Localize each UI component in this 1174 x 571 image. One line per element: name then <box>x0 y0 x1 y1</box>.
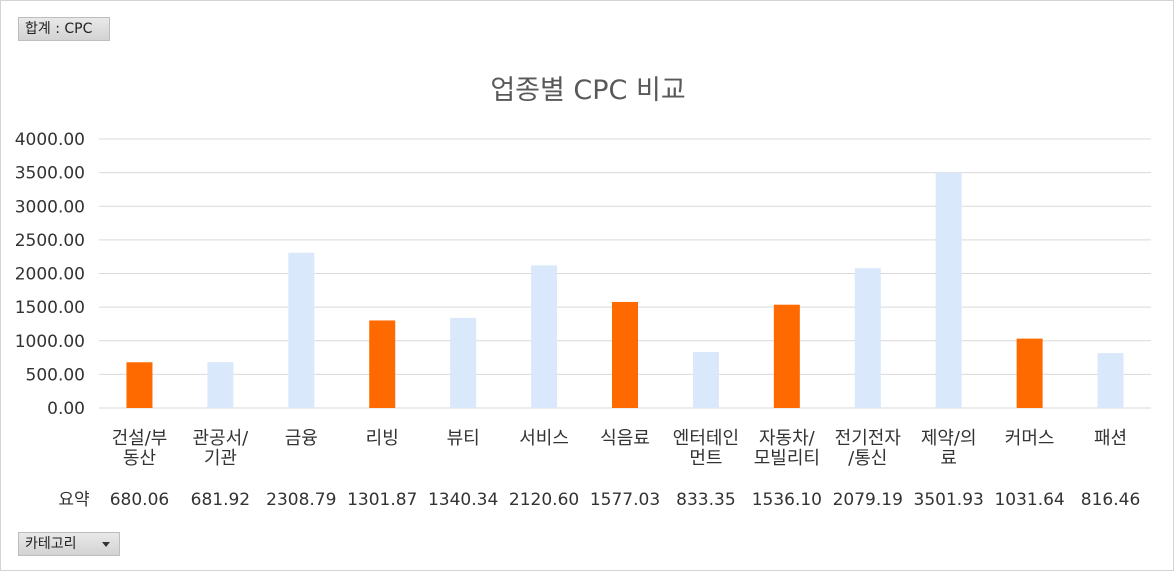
summary-value: 1301.87 <box>347 490 417 510</box>
summary-value: 833.35 <box>676 490 735 510</box>
summary-values: 680.06 681.92 2308.79 1301.87 1340.34 2120.60… <box>110 490 1141 510</box>
summary-value: 1577.03 <box>590 490 660 510</box>
x-tick-label: 건설/부 <box>112 428 168 449</box>
y-tick-label: 4000.00 <box>15 130 85 150</box>
x-tick-label: 금융 <box>285 428 318 449</box>
gridlines <box>99 138 1151 409</box>
x-tick-label: 패션 <box>1094 428 1127 449</box>
x-tick-label: 먼트 <box>689 448 722 469</box>
bar[interactable] <box>1016 338 1043 408</box>
summary-row-label: 요약 <box>58 490 89 510</box>
bar[interactable] <box>935 172 962 408</box>
x-tick-label: 모빌리티 <box>754 448 820 469</box>
bar[interactable] <box>773 304 800 408</box>
dropdown-arrow-icon[interactable] <box>102 542 110 547</box>
summary-value: 816.46 <box>1081 490 1140 510</box>
category-field-button[interactable]: 카테고리 <box>18 532 120 556</box>
summary-value: 2308.79 <box>266 490 336 510</box>
bar[interactable] <box>1097 353 1124 408</box>
bar[interactable] <box>854 268 881 408</box>
x-tick-label: 관공서/ <box>193 428 250 449</box>
x-tick-label: 제약/의 <box>921 428 977 449</box>
bar[interactable] <box>126 362 153 408</box>
y-tick-label: 1500.00 <box>15 298 85 318</box>
summary-value: 2120.60 <box>509 490 579 510</box>
summary-value: 3501.93 <box>914 490 984 510</box>
bar[interactable] <box>531 265 558 408</box>
y-tick-label: 2500.00 <box>15 231 85 251</box>
bar[interactable] <box>450 317 477 408</box>
filter-field-button[interactable]: 합계 : CPC <box>18 17 110 41</box>
summary-value: 680.06 <box>110 490 169 510</box>
summary-value: 1031.64 <box>994 490 1064 510</box>
y-tick-label: 0.00 <box>47 399 85 419</box>
y-axis-tick-labels: 0.00 500.00 1000.00 1500.00 2000.00 2500.00 30… <box>15 130 85 419</box>
x-tick-label: 동산 <box>123 448 156 469</box>
x-tick-label: 뷰티 <box>447 428 480 449</box>
y-tick-label: 500.00 <box>26 365 85 385</box>
x-tick-label: 식음료 <box>600 428 650 449</box>
bar[interactable] <box>692 351 719 408</box>
x-tick-label: 기관 <box>204 448 237 469</box>
bar[interactable] <box>288 252 315 408</box>
category-field-label: 카테고리 <box>25 536 77 552</box>
bar[interactable] <box>612 301 638 408</box>
chart-title: 업종별 CPC 비교 <box>490 75 685 106</box>
y-tick-label: 1000.00 <box>15 332 85 352</box>
summary-value: 2079.19 <box>833 490 903 510</box>
x-tick-label: 엔터테인 <box>673 428 739 449</box>
x-tick-label: 자동차/ <box>759 428 816 449</box>
x-tick-label: 서비스 <box>519 428 569 449</box>
y-tick-label: 3000.00 <box>15 197 85 217</box>
bar[interactable] <box>207 362 234 408</box>
x-tick-label: 료 <box>940 448 957 469</box>
x-tick-label: 리빙 <box>366 428 399 449</box>
summary-value: 1340.34 <box>428 490 498 510</box>
summary-value: 1536.10 <box>752 490 822 510</box>
x-tick-label: 전기전자 <box>835 428 902 449</box>
filter-field-label: 합계 : CPC <box>25 21 93 37</box>
x-tick-label: 커머스 <box>1005 428 1055 449</box>
x-tick-label: /통신 <box>848 448 887 469</box>
bar[interactable] <box>369 320 396 408</box>
y-tick-label: 2000.00 <box>15 265 85 285</box>
y-tick-label: 3500.00 <box>15 164 85 184</box>
bars <box>126 172 1124 408</box>
summary-value: 681.92 <box>191 490 250 510</box>
